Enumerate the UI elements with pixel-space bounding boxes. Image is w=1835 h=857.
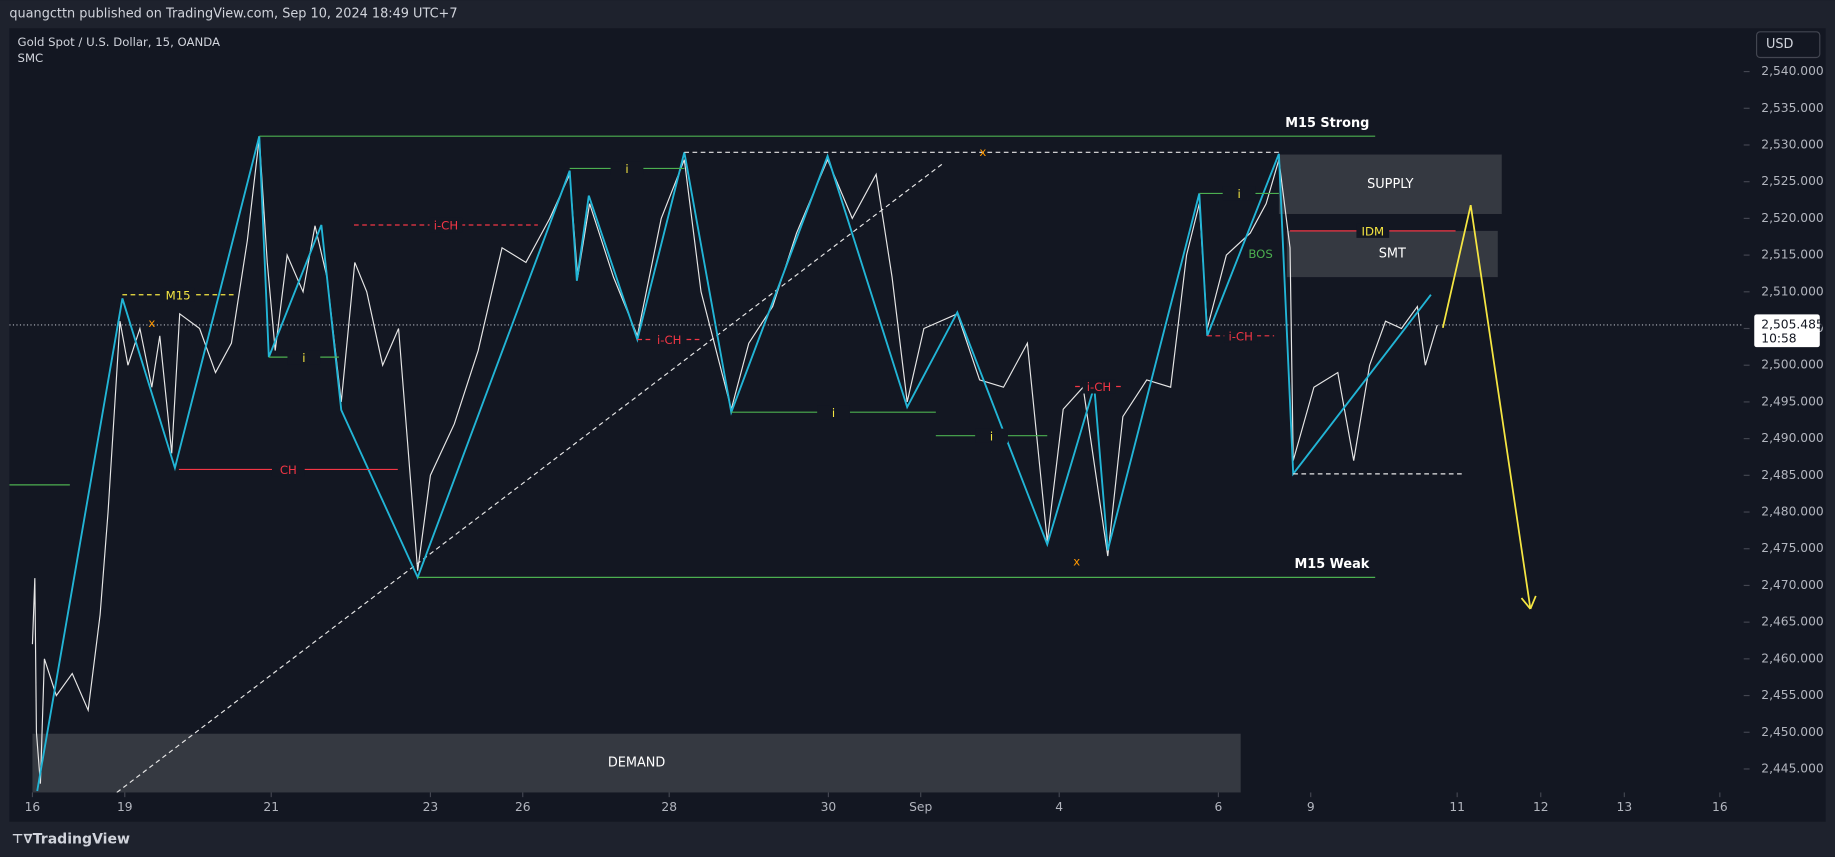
level-label: i-CH	[434, 219, 458, 233]
y-tick-label: 2,480.000	[1761, 505, 1823, 519]
y-tick-label: 2,450.000	[1761, 725, 1823, 739]
zone-label: DEMAND	[608, 756, 666, 771]
y-tick-label: 2,500.000	[1761, 358, 1823, 372]
series-line	[31, 137, 1438, 784]
axes: 2,445.000 2,450.000 2,455.000 2,460.000 2,46…	[25, 64, 1824, 814]
level-label: i	[832, 406, 835, 420]
level-label: M15 Strong	[1285, 116, 1369, 131]
level-label: i	[302, 351, 305, 365]
trendline	[116, 163, 943, 793]
label-gap	[1222, 186, 1256, 201]
y-tick-label: 2,510.000	[1761, 284, 1823, 298]
y-tick-label: 2,445.000	[1761, 761, 1823, 775]
x-tick-label: 16	[1712, 800, 1728, 814]
y-tick-label: 2,540.000	[1761, 64, 1823, 78]
x-tick-label: 9	[1307, 800, 1315, 814]
marker-label: x	[148, 316, 155, 330]
level-label: i-CH	[1228, 330, 1252, 344]
x-tick-label: 6	[1214, 800, 1222, 814]
marker-label: x	[979, 145, 986, 159]
label-gap	[975, 428, 1008, 443]
projection	[1441, 204, 1532, 610]
y-tick-label: 2,455.000	[1761, 688, 1823, 702]
label-gap	[271, 462, 305, 477]
label-gap	[652, 332, 686, 347]
currency[interactable]: USD	[1766, 37, 1794, 52]
indicator-legend: SMC	[18, 51, 44, 65]
y-tick-label: 2,475.000	[1761, 541, 1823, 555]
level-label: CH	[280, 463, 297, 477]
countdown: 10:58	[1761, 331, 1796, 345]
x-tick-label: 12	[1533, 800, 1549, 814]
x-tick-label: 11	[1449, 800, 1465, 814]
x-tick-label: 16	[25, 800, 41, 814]
level-label: i	[625, 162, 628, 176]
y-tick-label: 2,485.000	[1761, 468, 1823, 482]
brand-logo: ⊤∇	[12, 832, 33, 847]
y-tick-label: 2,520.000	[1761, 211, 1823, 225]
y-tick-label: 2,460.000	[1761, 651, 1823, 665]
label-gap	[161, 287, 195, 302]
x-tick-label: 26	[515, 800, 531, 814]
x-tick-label: 28	[661, 800, 677, 814]
brand: TradingView	[33, 831, 130, 847]
level-label: i	[990, 429, 993, 443]
x-tick-label: Sep	[909, 800, 932, 814]
y-tick-label: 2,525.000	[1761, 174, 1823, 188]
y-tick-label: 2,515.000	[1761, 248, 1823, 262]
y-tick-label: 2,535.000	[1761, 101, 1823, 115]
level-label: i	[1237, 187, 1240, 201]
label-gap	[610, 161, 644, 176]
level-label: M15	[166, 288, 191, 302]
y-tick-label: 2,530.000	[1761, 137, 1823, 151]
x-tick-label: 13	[1617, 800, 1633, 814]
marker-label: BOS	[1248, 247, 1272, 261]
projection-arrowhead	[1520, 595, 1537, 610]
marker-label: x	[1073, 554, 1080, 568]
currency-button[interactable]	[1756, 31, 1821, 59]
label-gap	[1224, 328, 1258, 343]
y-tick-label: 2,470.000	[1761, 578, 1823, 592]
y-tick-label: 2,465.000	[1761, 615, 1823, 629]
chart-area	[9, 28, 1826, 822]
publish-header: quangcttn published on TradingView.com, …	[9, 7, 457, 22]
label-gap	[817, 405, 850, 420]
symbol-legend: Gold Spot / U.S. Dollar, 15, OANDA	[18, 35, 221, 49]
label-gap	[287, 350, 321, 365]
y-tick-label: 2,495.000	[1761, 394, 1823, 408]
x-tick-label: 4	[1055, 800, 1063, 814]
level-label: i-CH	[657, 333, 681, 347]
level-label: M15 Weak	[1294, 557, 1369, 572]
zone-label: SUPPLY	[1367, 177, 1414, 192]
last-price-tag	[1754, 314, 1820, 348]
zone	[1278, 154, 1502, 214]
zone	[32, 733, 1241, 793]
level-label: IDM	[1362, 225, 1385, 239]
level-label: i-CH	[1087, 380, 1111, 394]
plot: SUPPLY SMT DEMAND M15 Strong M15 Weak CH i-CH i…	[9, 116, 1744, 793]
x-tick-label: 21	[263, 800, 279, 814]
zone-label: SMT	[1379, 246, 1406, 261]
label-gap	[1082, 379, 1116, 394]
last-price-label: 2,505.485	[1761, 317, 1823, 331]
y-tick-label: 2,490.000	[1761, 431, 1823, 445]
x-tick-label: 23	[423, 800, 439, 814]
label-gap	[1356, 223, 1390, 238]
x-tick-label: 30	[821, 800, 837, 814]
label-gap	[429, 217, 463, 233]
x-tick-label: 19	[117, 800, 133, 814]
